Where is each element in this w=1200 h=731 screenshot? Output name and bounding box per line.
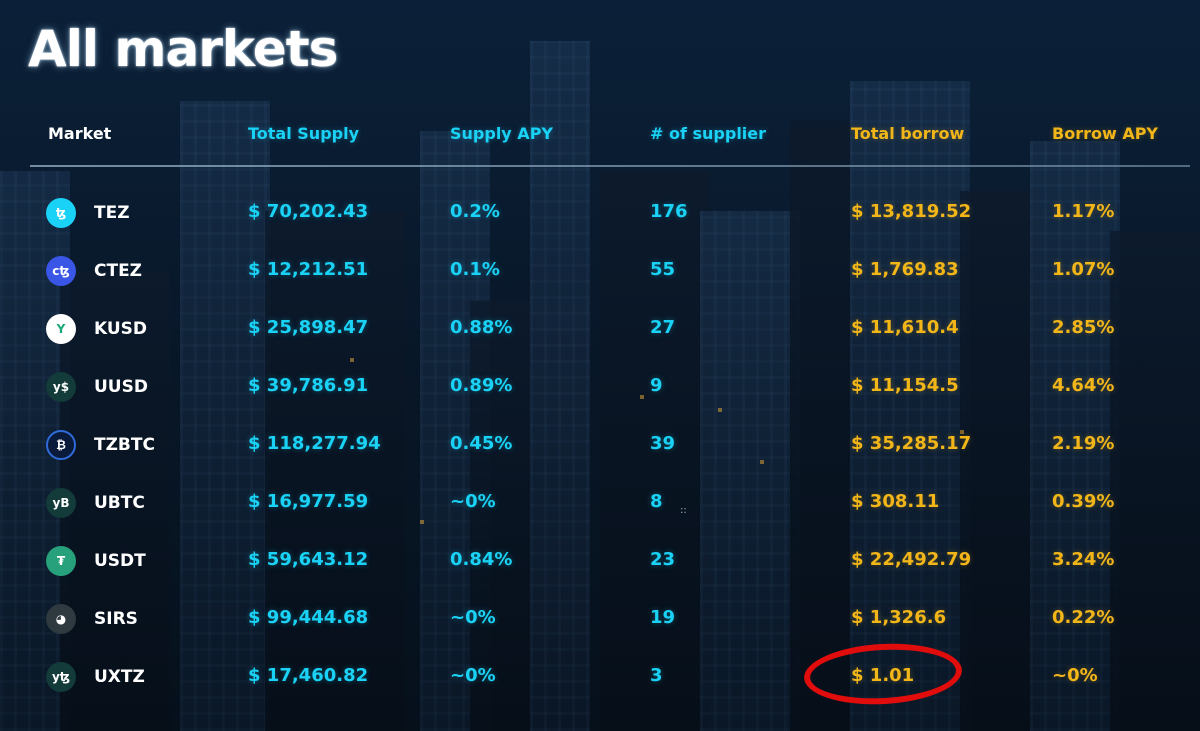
- supply-apy-value: ~0%: [450, 491, 496, 512]
- header-total-supply[interactable]: Total Supply: [248, 124, 360, 143]
- market-row-sirs[interactable]: ◕ SIRS $ 99,444.68 ~0% 19 $ 1,326.6 0.22%: [0, 590, 1200, 648]
- uusd-icon: y$: [46, 372, 76, 402]
- supply-apy-value: ~0%: [450, 665, 496, 686]
- total-borrow-value: $ 11,610.4: [851, 317, 959, 338]
- borrow-apy-value: 4.64%: [1052, 375, 1115, 396]
- header-supply-apy[interactable]: Supply APY: [450, 124, 553, 143]
- header-suppliers[interactable]: # of supplier: [650, 124, 767, 143]
- market-cell: ꜩ TEZ: [46, 198, 130, 228]
- total-supply-value: $ 70,202.43: [248, 201, 369, 222]
- market-row-tez[interactable]: ꜩ TEZ $ 70,202.43 0.2% 176 $ 13,819.52 1.17%: [0, 184, 1200, 242]
- total-borrow-value: $ 35,285.17: [851, 433, 972, 454]
- market-row-ubtc[interactable]: yB UBTC $ 16,977.59 ~0% 8 $ 308.11 0.39%: [0, 474, 1200, 532]
- header-market[interactable]: Market: [48, 124, 112, 143]
- market-name: USDT: [94, 551, 146, 571]
- total-borrow-value: $ 308.11: [851, 491, 940, 512]
- borrow-apy-value: 0.22%: [1052, 607, 1115, 628]
- header-divider: [30, 165, 1190, 167]
- market-cell: Y KUSD: [46, 314, 147, 344]
- ctez-icon: cꜩ: [46, 256, 76, 286]
- suppliers-count: 23: [650, 549, 676, 570]
- market-name: UUSD: [94, 377, 148, 397]
- borrow-apy-value: 2.85%: [1052, 317, 1115, 338]
- total-borrow-value: $ 22,492.79: [851, 549, 972, 570]
- total-borrow-value: $ 13,819.52: [851, 201, 972, 222]
- market-cell: yꜩ UXTZ: [46, 662, 145, 692]
- market-name: TZBTC: [94, 435, 155, 455]
- market-name: SIRS: [94, 609, 138, 629]
- market-row-ctez[interactable]: cꜩ CTEZ $ 12,212.51 0.1% 55 $ 1,769.83 1.07%: [0, 242, 1200, 300]
- market-cell: ₮ USDT: [46, 546, 146, 576]
- market-row-uxtz[interactable]: yꜩ UXTZ $ 17,460.82 ~0% 3 $ 1.01 ~0%: [0, 648, 1200, 706]
- total-supply-value: $ 59,643.12: [248, 549, 369, 570]
- total-supply-value: $ 12,212.51: [248, 259, 369, 280]
- suppliers-count: 39: [650, 433, 676, 454]
- tezos-icon: ꜩ: [46, 198, 76, 228]
- total-borrow-value: $ 11,154.5: [851, 375, 959, 396]
- supply-apy-value: 0.84%: [450, 549, 513, 570]
- drag-handle-dots: ::: [680, 505, 687, 516]
- total-borrow-value: $ 1,326.6: [851, 607, 947, 628]
- suppliers-count: 19: [650, 607, 676, 628]
- supply-apy-value: 0.1%: [450, 259, 500, 280]
- market-row-uusd[interactable]: y$ UUSD $ 39,786.91 0.89% 9 $ 11,154.5 4.64%: [0, 358, 1200, 416]
- suppliers-count: 3: [650, 665, 663, 686]
- markets-table-body: ꜩ TEZ $ 70,202.43 0.2% 176 $ 13,819.52 1.17% cꜩ…: [0, 184, 1200, 706]
- header-total-borrow[interactable]: Total borrow: [851, 124, 965, 143]
- market-cell: y$ UUSD: [46, 372, 148, 402]
- market-row-tzbtc[interactable]: ₿ TZBTC $ 118,277.94 0.45% 39 $ 35,285.17 2.19…: [0, 416, 1200, 474]
- borrow-apy-value: 0.39%: [1052, 491, 1115, 512]
- market-name: KUSD: [94, 319, 148, 339]
- page-title: All markets: [28, 20, 338, 78]
- tzbtc-icon: ₿: [46, 430, 76, 460]
- borrow-apy-value: 2.19%: [1052, 433, 1115, 454]
- total-supply-value: $ 39,786.91: [248, 375, 369, 396]
- supply-apy-value: 0.2%: [450, 201, 500, 222]
- kusd-icon: Y: [46, 314, 76, 344]
- header-borrow-apy[interactable]: Borrow APY: [1052, 124, 1159, 143]
- borrow-apy-value: 1.17%: [1052, 201, 1115, 222]
- table-header: Market Total Supply Supply APY # of supp…: [0, 124, 1200, 150]
- market-row-kusd[interactable]: Y KUSD $ 25,898.47 0.88% 27 $ 11,610.4 2.85%: [0, 300, 1200, 358]
- market-name: TEZ: [94, 203, 130, 223]
- total-supply-value: $ 16,977.59: [248, 491, 369, 512]
- tether-icon: ₮: [46, 546, 76, 576]
- supply-apy-value: 0.45%: [450, 433, 513, 454]
- sirs-icon: ◕: [46, 604, 76, 634]
- market-row-usdt[interactable]: ₮ USDT $ 59,643.12 0.84% 23 $ 22,492.79 3.24%: [0, 532, 1200, 590]
- market-cell: cꜩ CTEZ: [46, 256, 142, 286]
- uxtz-icon: yꜩ: [46, 662, 76, 692]
- suppliers-count: 8: [650, 491, 663, 512]
- market-cell: ◕ SIRS: [46, 604, 138, 634]
- suppliers-count: 55: [650, 259, 676, 280]
- suppliers-count: 176: [650, 201, 688, 222]
- supply-apy-value: 0.89%: [450, 375, 513, 396]
- suppliers-count: 27: [650, 317, 676, 338]
- borrow-apy-value: 1.07%: [1052, 259, 1115, 280]
- suppliers-count: 9: [650, 375, 663, 396]
- ubtc-icon: yB: [46, 488, 76, 518]
- total-supply-value: $ 118,277.94: [248, 433, 381, 454]
- total-borrow-value: $ 1,769.83: [851, 259, 959, 280]
- market-cell: yB UBTC: [46, 488, 145, 518]
- supply-apy-value: 0.88%: [450, 317, 513, 338]
- supply-apy-value: ~0%: [450, 607, 496, 628]
- total-supply-value: $ 25,898.47: [248, 317, 369, 338]
- borrow-apy-value: 3.24%: [1052, 549, 1115, 570]
- market-name: UBTC: [94, 493, 145, 513]
- market-name: CTEZ: [94, 261, 143, 281]
- total-supply-value: $ 99,444.68: [248, 607, 369, 628]
- borrow-apy-value: ~0%: [1052, 665, 1098, 686]
- total-supply-value: $ 17,460.82: [248, 665, 369, 686]
- market-name: UXTZ: [94, 667, 145, 687]
- market-cell: ₿ TZBTC: [46, 430, 155, 460]
